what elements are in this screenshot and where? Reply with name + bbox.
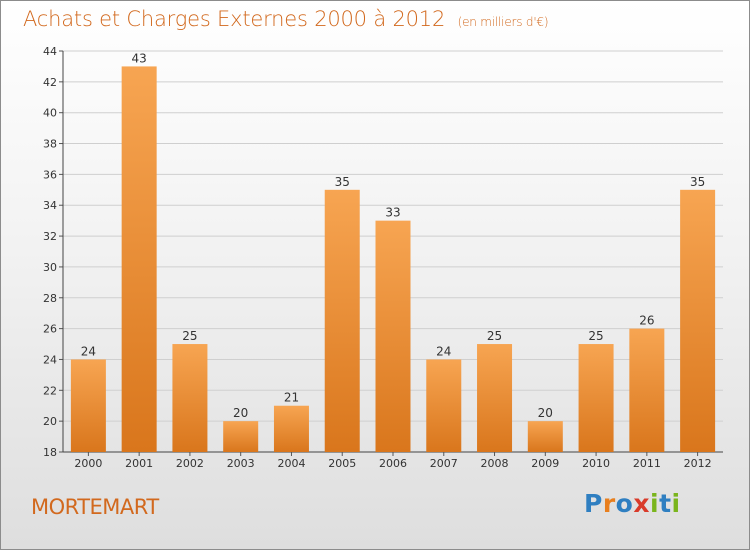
logo-letter: i [650,489,660,518]
x-tick-label: 2001 [125,457,153,470]
y-tick-label: 30 [43,261,57,274]
logo-letter: t [659,489,672,518]
bar-2001 [121,66,157,452]
y-tick-label: 38 [43,138,57,151]
logo-letter: r [602,489,616,518]
bar-2009 [527,421,563,452]
y-tick-label: 42 [43,76,57,89]
y-tick-label: 44 [43,45,57,58]
data-label: 43 [132,51,147,65]
commune-name: MORTEMART [31,495,159,519]
x-tick-label: 2000 [74,457,102,470]
data-label: 24 [436,344,451,358]
data-label: 24 [81,344,96,358]
y-tick-label: 28 [43,292,57,305]
x-tick-label: 2007 [430,457,458,470]
data-label: 25 [588,329,603,343]
bar-2010 [578,344,614,452]
logo-letter: i [671,489,681,518]
bar-2004 [273,405,309,452]
data-label: 26 [639,314,654,328]
x-tick-label: 2006 [379,457,407,470]
x-tick-label: 2008 [481,457,509,470]
bar-2000 [70,359,106,452]
x-tick-label: 2004 [277,457,305,470]
bar-2012 [680,189,716,453]
y-tick-label: 22 [43,384,57,397]
bar-2005 [324,189,360,453]
data-label: 35 [335,175,350,189]
x-tick-label: 2012 [684,457,712,470]
x-tick-label: 2002 [176,457,204,470]
bar-2007 [426,359,462,452]
logo-letter: x [633,489,650,518]
data-label: 20 [538,406,553,420]
bar-2008 [477,344,513,452]
logo-letter: o [615,489,634,518]
x-tick-label: 2003 [227,457,255,470]
data-label: 21 [284,391,299,405]
x-tick-label: 2011 [633,457,661,470]
proxiti-logo: Proxiti [584,489,681,518]
y-tick-label: 26 [43,323,57,336]
x-tick-label: 2005 [328,457,356,470]
y-tick-label: 32 [43,230,57,243]
y-tick-label: 34 [43,199,57,212]
y-tick-label: 24 [43,353,57,366]
data-label: 25 [182,329,197,343]
bar-2006 [375,220,411,452]
data-label: 25 [487,329,502,343]
y-tick-label: 36 [43,168,57,181]
data-label: 35 [690,175,705,189]
bar-2002 [172,344,208,452]
chart-subtitle: (en milliers d'€) [457,15,549,29]
x-tick-label: 2009 [531,457,559,470]
y-tick-label: 20 [43,415,57,428]
bar-2011 [629,328,665,452]
bar-2003 [223,421,259,452]
y-tick-label: 40 [43,107,57,120]
chart-title: Achats et Charges Externes 2000 à 2012 (… [23,7,549,31]
y-tick-label: 18 [43,446,57,459]
logo-letter: P [584,489,603,518]
data-label: 33 [385,206,400,220]
x-tick-label: 2010 [582,457,610,470]
data-label: 20 [233,406,248,420]
chart-title-text: Achats et Charges Externes 2000 à 2012 [23,7,446,31]
